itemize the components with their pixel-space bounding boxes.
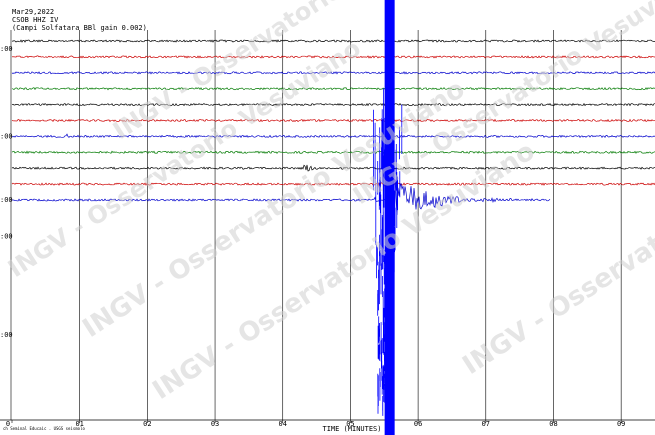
main-event-saturated-band [384, 0, 395, 435]
header-station: CSOB HHZ IV [12, 16, 59, 24]
main-earthquake-event [373, 0, 403, 435]
trace-4 [11, 102, 655, 107]
hour-labels: :00 :00 :00 :00 :00 [0, 45, 13, 339]
header-date: Mar29,2022 [12, 8, 55, 16]
minute-gridlines [0, 30, 655, 421]
x-tick-label: 01 [75, 420, 83, 428]
main-event-coda [373, 88, 403, 416]
x-tick-label: 02 [143, 420, 151, 428]
trace-8 [11, 164, 655, 172]
x-tick-label: 07 [482, 420, 490, 428]
trace-5 [11, 118, 655, 123]
x-tick-label: 0 [6, 420, 10, 428]
x-tick-label: 06 [414, 420, 422, 428]
trace-10 [12, 178, 551, 215]
trace-9 [11, 182, 655, 189]
time-axis: 0 01 02 03 04 05 06 07 08 09 [6, 420, 625, 428]
trace-3 [11, 86, 655, 91]
x-tick-label: 03 [211, 420, 219, 428]
header-location: (Campi Solfatara BBl gain 0.002) [12, 24, 147, 32]
trace-1 [11, 55, 655, 59]
trace-7 [11, 150, 655, 155]
x-tick-label: 09 [617, 420, 625, 428]
x-tick-label: 08 [549, 420, 557, 428]
x-tick-label: 04 [279, 420, 287, 428]
hour-label: :00 [0, 132, 13, 140]
trace-2 [11, 71, 655, 75]
hour-label: :00 [0, 196, 13, 204]
footer-credit: ch Seminal Educaic . USGS seismolo [3, 426, 85, 431]
x-axis-label: TIME (MINUTES) [322, 425, 381, 433]
trace-6 [11, 133, 655, 139]
x-tick-label: 05 [346, 420, 354, 428]
trace-0 [11, 39, 655, 43]
seismic-traces [11, 39, 655, 215]
hour-label: :00 [0, 45, 13, 53]
hour-label: :00 [0, 233, 13, 241]
hour-label: :00 [0, 331, 13, 339]
